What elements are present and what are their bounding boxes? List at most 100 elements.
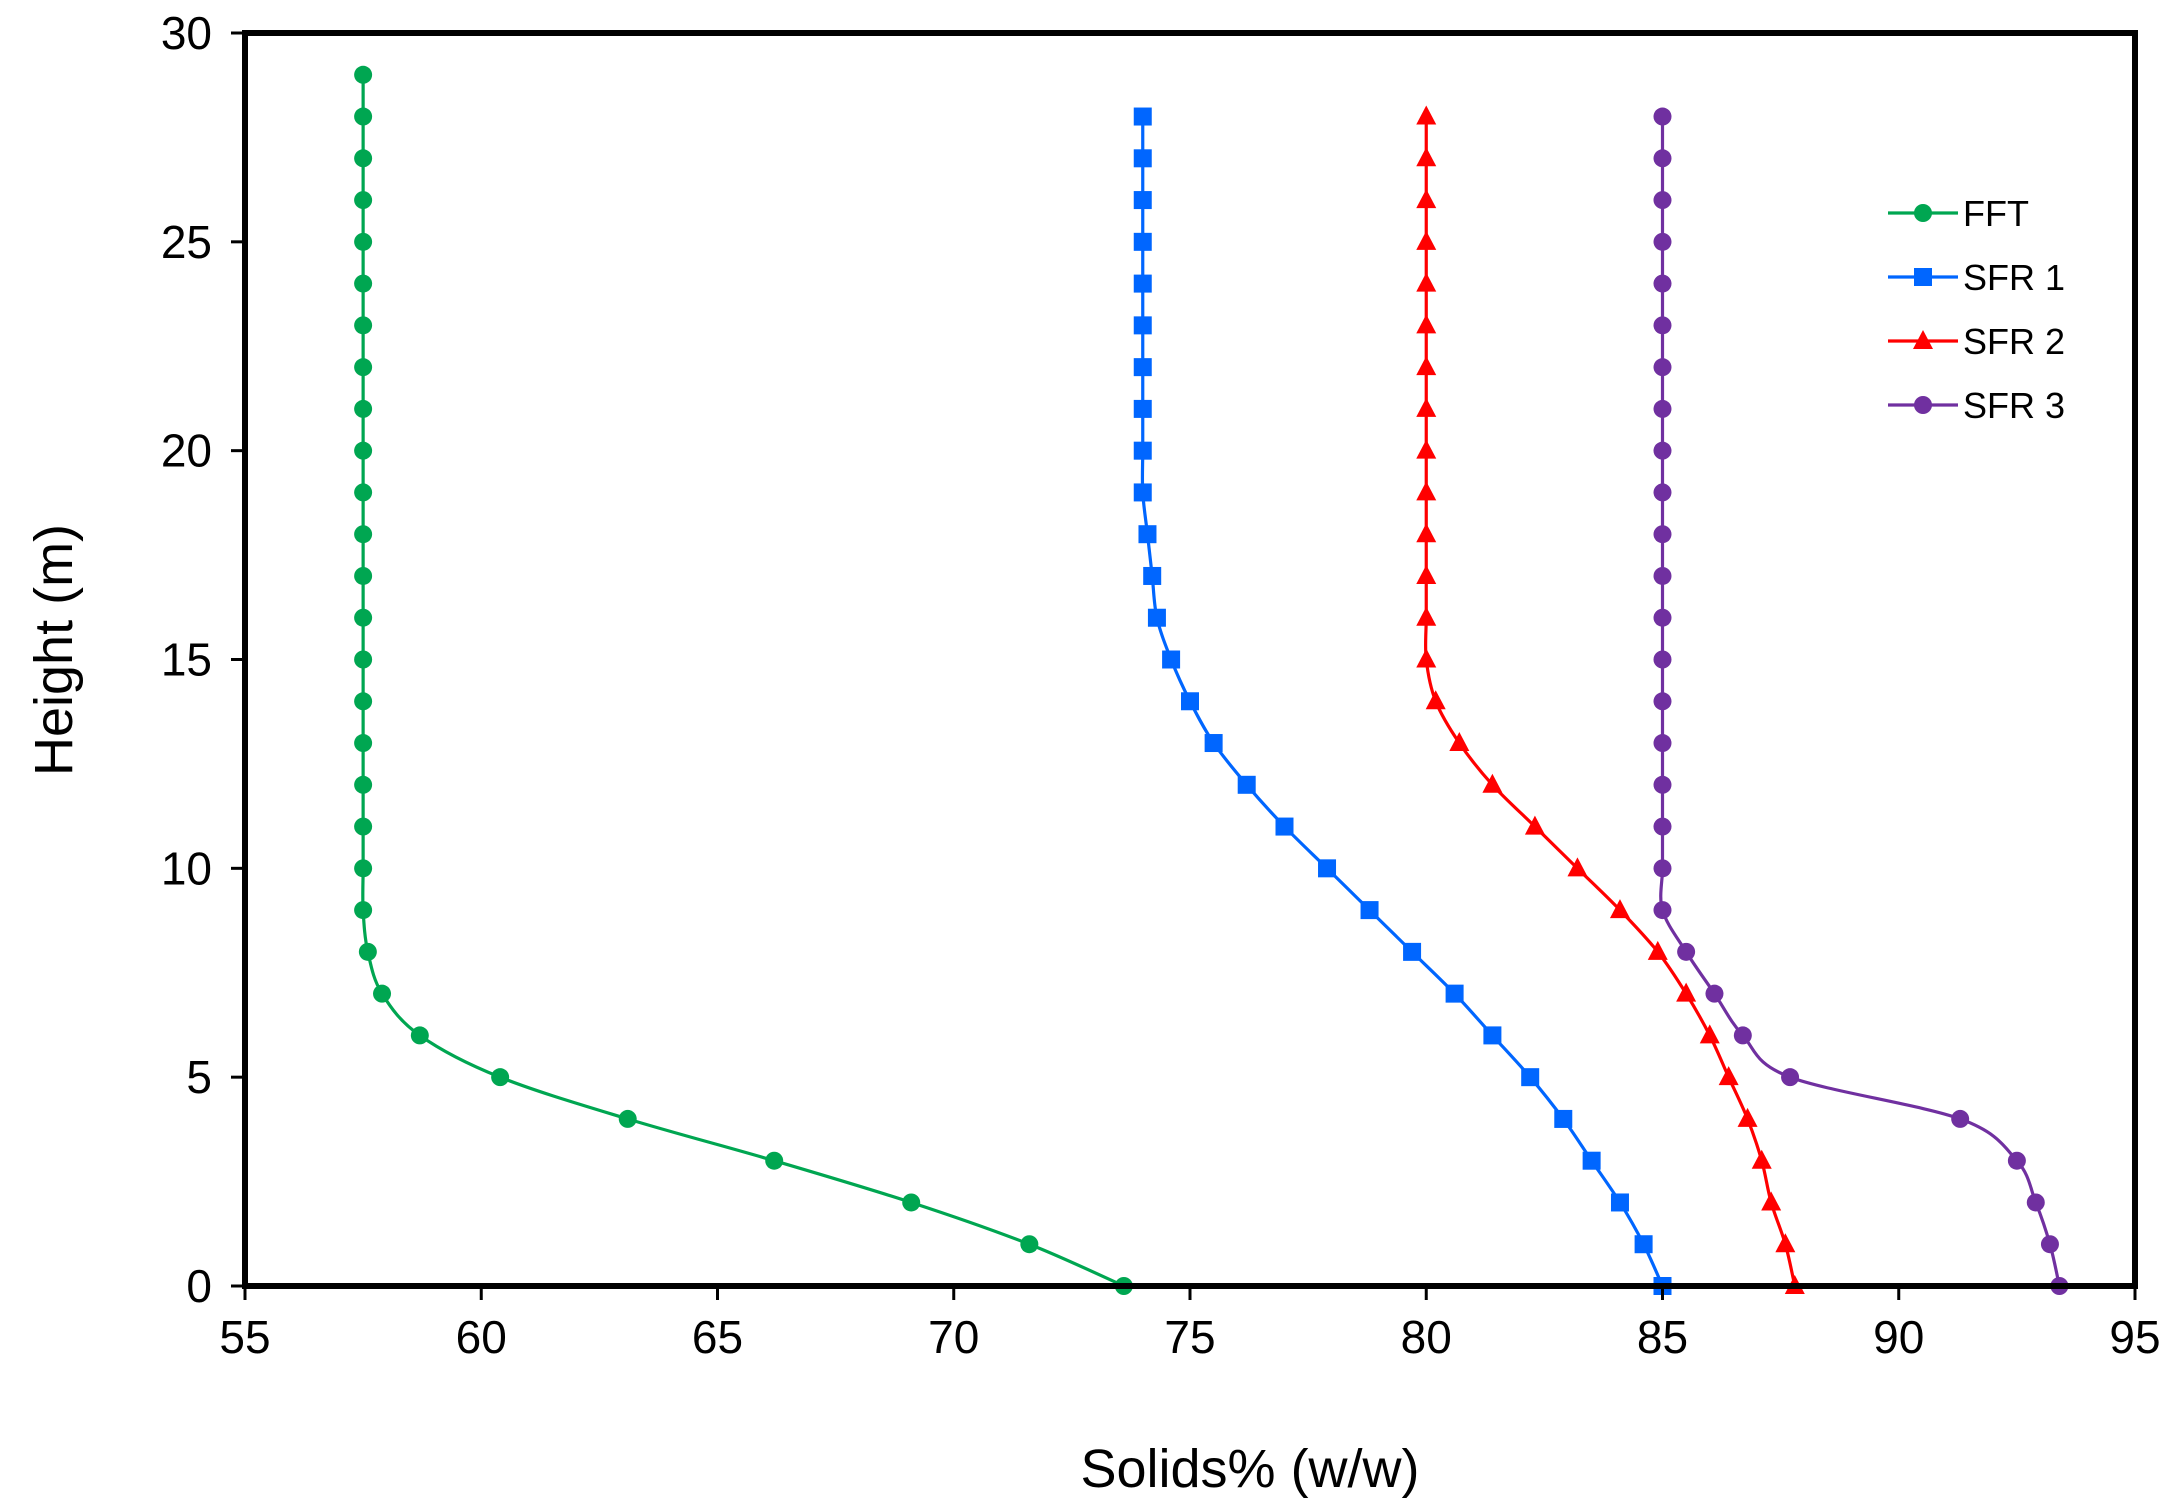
data-point-fft (354, 734, 373, 753)
data-point-sfr-2 (1416, 189, 1437, 209)
data-point-fft (354, 608, 373, 627)
legend-label-sfr-1: SFR 1 (1963, 257, 2065, 298)
data-point-sfr-2 (1416, 356, 1437, 376)
data-point-sfr-1 (1138, 525, 1157, 544)
data-point-sfr-3 (1653, 734, 1672, 753)
legend-entry-sfr-1: SFR 1 (1888, 257, 2065, 298)
data-point-sfr-2 (1449, 732, 1470, 752)
data-point-fft (354, 859, 373, 878)
data-point-fft (354, 191, 373, 210)
data-point-sfr-1 (1133, 399, 1152, 418)
x-tick-label: 95 (2109, 1311, 2160, 1363)
data-point-sfr-2 (1416, 314, 1437, 334)
data-point-fft (902, 1193, 921, 1212)
data-point-fft (354, 232, 373, 251)
data-point-sfr-2 (1416, 147, 1437, 167)
y-tick-label: 0 (186, 1260, 212, 1312)
y-tick-label: 10 (161, 842, 212, 894)
data-point-fft (354, 274, 373, 293)
plot-frame (242, 30, 2138, 1289)
data-point-sfr-2 (1699, 1024, 1720, 1044)
x-tick-label: 80 (1401, 1311, 1452, 1363)
data-point-sfr-3 (1653, 358, 1672, 377)
data-point-fft (354, 817, 373, 836)
data-point-sfr-2 (1416, 230, 1437, 250)
data-point-fft (1020, 1235, 1039, 1254)
data-point-sfr-1 (1275, 817, 1294, 836)
x-tick-label: 75 (1164, 1311, 1215, 1363)
data-point-sfr-2 (1416, 481, 1437, 501)
data-point-sfr-2 (1416, 105, 1437, 125)
data-point-sfr-3 (1653, 149, 1672, 168)
axes: 55 60 65 70 75 80 85 90 95 0 5 10 15 20 25 30 (161, 7, 2161, 1363)
data-point-sfr-3 (1733, 1026, 1752, 1045)
data-point-sfr-3 (2040, 1235, 2059, 1254)
data-point-sfr-2 (1416, 397, 1437, 417)
data-point-fft (354, 650, 373, 669)
data-point-sfr-3 (2026, 1193, 2045, 1212)
x-tick-label: 85 (1637, 1311, 1688, 1363)
data-point-sfr-2 (1609, 899, 1630, 919)
data-point-fft (354, 525, 373, 544)
data-point-sfr-3 (1653, 191, 1672, 210)
data-point-sfr-1 (1237, 775, 1256, 794)
data-point-sfr-1 (1360, 901, 1379, 920)
data-point-sfr-1 (1582, 1151, 1601, 1170)
series-sfr-2 (1416, 105, 1805, 1294)
series-fft (354, 65, 1133, 1295)
data-point-fft (765, 1151, 784, 1170)
data-point-sfr-2 (1482, 773, 1503, 793)
data-point-sfr-1 (1133, 441, 1152, 460)
data-point-fft (354, 775, 373, 794)
data-point-sfr-3 (1653, 441, 1672, 460)
data-point-fft (491, 1068, 510, 1087)
legend: FFT SFR 1 SFR 2 SFR 3 (1888, 193, 2065, 426)
data-point-sfr-3 (1653, 775, 1672, 794)
data-point-sfr-1 (1554, 1109, 1573, 1128)
data-point-sfr-1 (1133, 232, 1152, 251)
x-axis-title: Solids% (w/w) (1080, 1439, 1419, 1499)
data-point-fft (358, 942, 377, 961)
data-point-sfr-1 (1147, 608, 1166, 627)
data-point-fft (354, 692, 373, 711)
series-sfr-1 (1133, 107, 1672, 1295)
data-point-fft (354, 107, 373, 126)
y-tick-label: 20 (161, 425, 212, 477)
data-point-sfr-3 (1653, 859, 1672, 878)
data-point-sfr-2 (1567, 857, 1588, 877)
data-point-sfr-2 (1416, 523, 1437, 543)
data-point-sfr-2 (1761, 1191, 1782, 1211)
data-point-sfr-2 (1718, 1066, 1739, 1086)
data-point-fft (354, 483, 373, 502)
data-point-sfr-3 (1653, 692, 1672, 711)
data-point-fft (354, 316, 373, 335)
data-point-sfr-1 (1133, 191, 1152, 210)
y-tick-label: 5 (186, 1051, 212, 1103)
y-tick-label: 30 (161, 7, 212, 59)
legend-entry-sfr-3: SFR 3 (1888, 385, 2065, 426)
data-point-sfr-3 (1653, 608, 1672, 627)
x-tick-label: 60 (456, 1311, 507, 1363)
data-point-sfr-3 (1653, 650, 1672, 669)
data-point-sfr-1 (1610, 1193, 1629, 1212)
data-point-fft (354, 901, 373, 920)
legend-marker-sfr-3 (1914, 396, 1932, 414)
data-point-sfr-1 (1403, 942, 1422, 961)
data-point-sfr-2 (1676, 982, 1697, 1002)
data-point-sfr-3 (1653, 525, 1672, 544)
y-tick-label: 25 (161, 216, 212, 268)
data-point-sfr-2 (1775, 1233, 1796, 1253)
x-tick-label: 70 (928, 1311, 979, 1363)
data-point-sfr-2 (1416, 564, 1437, 584)
data-point-sfr-3 (1653, 107, 1672, 126)
x-tick-label: 90 (1873, 1311, 1924, 1363)
data-point-sfr-3 (1653, 316, 1672, 335)
data-point-sfr-2 (1416, 648, 1437, 668)
data-point-sfr-2 (1416, 606, 1437, 626)
data-point-fft (354, 358, 373, 377)
data-point-sfr-1 (1133, 107, 1152, 126)
data-point-fft (354, 399, 373, 418)
legend-label-sfr-2: SFR 2 (1963, 321, 2065, 362)
data-point-fft (354, 149, 373, 168)
